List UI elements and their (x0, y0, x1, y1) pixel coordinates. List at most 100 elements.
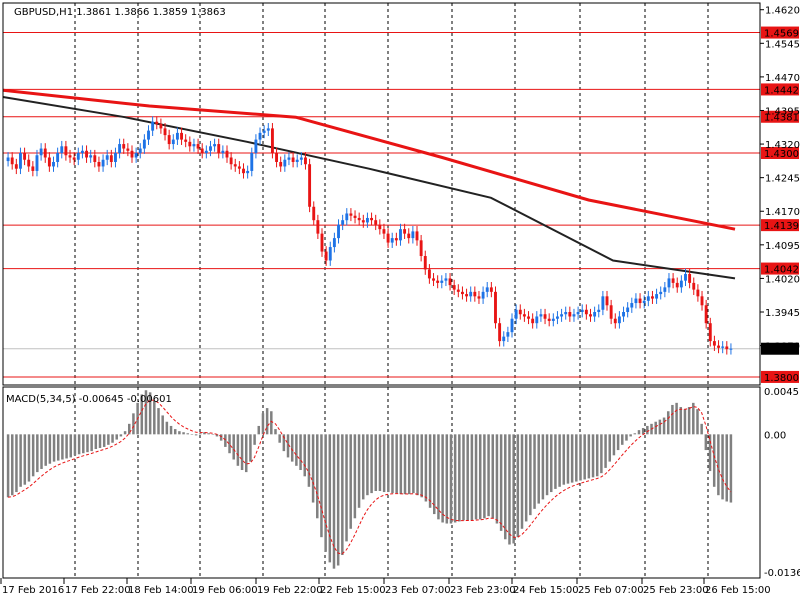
macd-bar (545, 434, 549, 496)
price-level-label: 1.4442 (764, 85, 799, 96)
macd-bar (453, 434, 457, 523)
candle-body (85, 150, 88, 158)
candle-body (725, 346, 729, 350)
candle-body (432, 278, 435, 281)
macd-bar (207, 433, 210, 435)
macd-bar (666, 411, 670, 435)
macd-bar (341, 434, 344, 556)
candle-body (105, 155, 109, 160)
candle-body (291, 157, 295, 162)
candle-body (180, 132, 183, 140)
y-tick-label: 1.4545 (765, 39, 800, 50)
macd-bar (90, 434, 93, 452)
candle-body (489, 287, 493, 292)
candle-body (717, 345, 720, 348)
candle-body (729, 348, 733, 350)
macd-bar (441, 434, 444, 523)
macd-bar (466, 434, 469, 521)
candle-body (72, 157, 76, 160)
macd-bar (307, 434, 311, 487)
macd-bar (357, 434, 361, 508)
price-level-label: 1.4300 (764, 149, 799, 160)
macd-bar (199, 433, 202, 435)
candle-body (217, 144, 221, 154)
macd-bar (299, 434, 302, 471)
candle-body (671, 278, 675, 283)
x-tick-label: 25 Feb 23:00 (643, 585, 709, 596)
macd-bar (407, 434, 411, 495)
candle-body (394, 238, 398, 241)
macd-bar (19, 434, 22, 487)
macd-bar (15, 434, 18, 493)
candle-body (10, 157, 14, 165)
candle-body (357, 217, 361, 221)
x-tick-label: 26 Feb 15:00 (705, 585, 771, 596)
candle-body (225, 150, 229, 158)
candle-body (502, 336, 506, 342)
candle-body (642, 300, 646, 304)
macd-bar (583, 434, 586, 480)
candle-body (411, 231, 415, 239)
candle-body (299, 157, 303, 160)
macd-bar (52, 434, 56, 462)
macd-bar (290, 434, 294, 462)
macd-bar (119, 434, 123, 437)
candle-body (221, 150, 225, 154)
candle-body (617, 316, 621, 324)
candle-body (378, 224, 382, 230)
candle-body (638, 298, 642, 304)
macd-bar (61, 434, 64, 460)
y-tick-label: 1.4095 (765, 241, 800, 252)
candle-body (14, 164, 18, 169)
headers: GBPUSD,H1 1.3861 1.3866 1.3859 1.3863 MA… (6, 7, 226, 405)
macd-bar (541, 434, 545, 500)
candle-body (114, 153, 117, 162)
candle-body (452, 285, 456, 290)
macd-bar (487, 434, 490, 517)
price-level-label: 1.4569 (764, 29, 799, 40)
macd-bar (399, 434, 403, 495)
candle-body (324, 251, 328, 261)
candle-body (663, 287, 667, 292)
price-level-label: 1.4139 (764, 221, 799, 232)
y-tick-label: 1.4020 (765, 274, 800, 285)
candle-body (390, 238, 394, 243)
candle-body (242, 168, 245, 174)
candle-body (407, 233, 411, 239)
macd-bar (132, 413, 135, 435)
candle-body (469, 291, 473, 297)
macd-bar (595, 434, 599, 477)
candle-body (622, 312, 625, 317)
macd-bar (65, 434, 68, 459)
candle-body (122, 144, 126, 149)
candle-body (655, 294, 659, 299)
macd-bar (470, 434, 474, 521)
macd-bar (361, 434, 365, 500)
macd-bar (495, 434, 499, 524)
price-level-label: 1.4042 (764, 265, 799, 276)
macd-bar (169, 425, 173, 435)
macd-bar (558, 434, 561, 487)
macd-bar (328, 434, 332, 563)
candle-body (543, 314, 547, 319)
candle-body (279, 161, 283, 167)
candle-body (163, 128, 167, 136)
macd-bar (349, 434, 352, 529)
macd-bar (128, 423, 131, 435)
candle-body (275, 153, 279, 162)
macd-bar (140, 394, 144, 435)
candle-body (262, 130, 266, 133)
macd-bar (203, 432, 206, 435)
macd-bar (27, 434, 31, 482)
macd-bar (6, 434, 10, 498)
candle-body (52, 161, 55, 167)
macd-bar (324, 434, 327, 552)
y-tick-label: 1.4470 (765, 73, 800, 84)
candle-body (399, 229, 402, 241)
macd-bar (717, 434, 720, 496)
macd-bar (115, 434, 118, 440)
candle-body (386, 233, 390, 243)
candle-body (270, 128, 274, 154)
